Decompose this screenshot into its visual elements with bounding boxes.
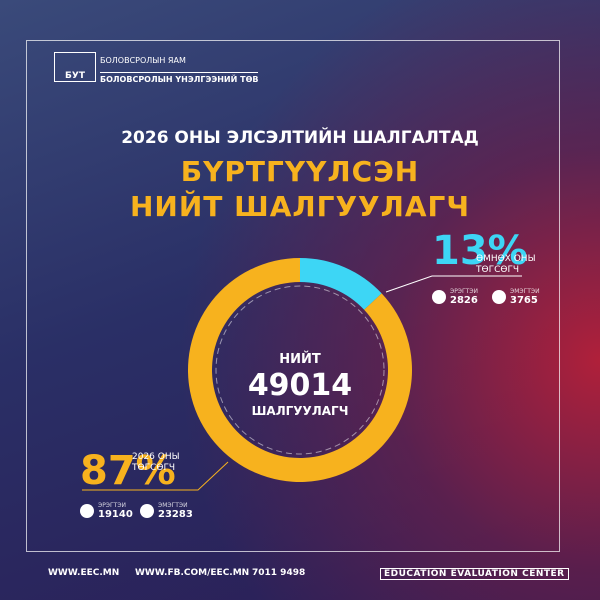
org-name: БОЛОВСРОЛЫН ЯАМ xyxy=(100,56,186,65)
footer-text: WWW.EEC.MN xyxy=(48,568,120,578)
footer-text: 7011 9498 xyxy=(252,568,306,578)
gender-label: ЭРЭГТЭЙ xyxy=(98,502,126,509)
footer-center: EDUCATION EVALUATION CENTER xyxy=(380,568,569,580)
percent-label: 87% xyxy=(80,448,176,494)
gender-label: ЭМЭГТЭЙ xyxy=(510,288,540,295)
decor-ring xyxy=(215,285,385,455)
footer-web: WWW.EEC.MN xyxy=(48,568,119,578)
gender-label: ЭМЭГТЭЙ xyxy=(158,502,188,509)
org-name: БОЛОВСРОЛЫН ҮНЭЛГЭЭНИЙ ТӨВ xyxy=(100,72,259,84)
center-top: НИЙТ xyxy=(279,352,321,367)
footer-fb: WWW.FB.COM/EEC.MN xyxy=(135,568,249,578)
frame xyxy=(26,40,560,552)
center-value: 49014 xyxy=(247,368,353,403)
gender-label: ЭРЭГТЭЙ xyxy=(450,288,478,295)
gender-count: 2826 xyxy=(450,295,478,306)
logo-text: БУТ xyxy=(65,71,85,81)
category-label: ӨМНӨХ ОНЫ ТӨГСӨГЧ xyxy=(476,254,536,275)
subtitle: НИЙТ ШАЛГУУЛАГЧ xyxy=(129,190,471,223)
person-icon xyxy=(80,504,94,518)
logo: БУТ xyxy=(54,52,96,82)
center-bottom: ШАЛГУУЛАГЧ xyxy=(251,404,349,418)
footer-text: WWW.FB.COM/EEC.MN xyxy=(135,568,250,578)
gender-count: 3765 xyxy=(510,295,538,306)
percent-label: 13% xyxy=(432,228,528,274)
person-icon xyxy=(140,504,154,518)
leader-line xyxy=(82,461,229,491)
footer-phone: 7011 9498 xyxy=(252,568,305,578)
leader-line xyxy=(385,275,522,293)
person-icon xyxy=(432,290,446,304)
chart-title: 2026 ОНЫ ЭЛСЭЛТИЙН ШАЛГАЛТАД xyxy=(121,128,479,148)
gender-count: 23283 xyxy=(158,509,193,520)
category-label: 2026 ОНЫ ТӨГСӨГЧ xyxy=(132,452,180,473)
gender-count: 19140 xyxy=(98,509,133,520)
person-icon xyxy=(492,290,506,304)
footer-text: EDUCATION EVALUATION CENTER xyxy=(384,569,565,579)
subtitle: БҮРТГҮҮЛСЭН xyxy=(180,155,420,188)
donut-slice xyxy=(300,258,382,310)
